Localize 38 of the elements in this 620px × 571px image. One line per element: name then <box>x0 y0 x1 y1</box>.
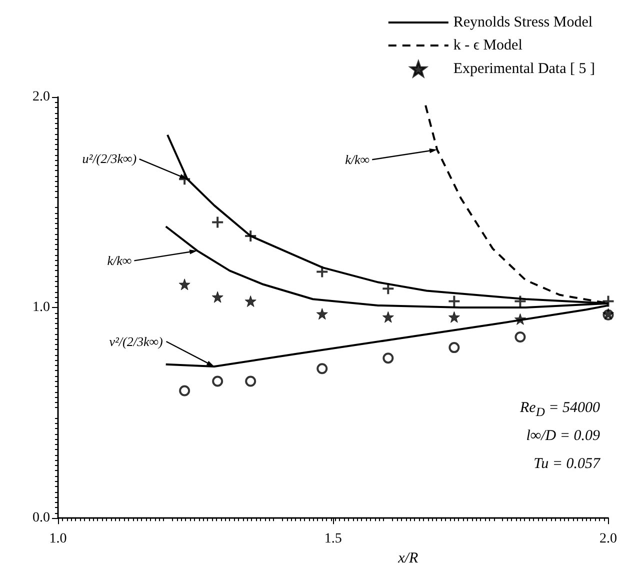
point <box>448 294 461 308</box>
point <box>245 376 256 387</box>
x-axis-title: x/R <box>397 550 418 566</box>
point <box>514 294 527 308</box>
legend-label: k - ϵ Model <box>453 38 522 54</box>
y-tick-label: 1.0 <box>32 300 50 316</box>
annotation: u²/(2/3k∞) <box>82 151 137 168</box>
x-tick-label: 2.0 <box>600 532 617 547</box>
annotation: Tu = 0.057 <box>534 456 600 473</box>
point <box>212 376 224 387</box>
annotation: Re$_{D}$ = 54000 <box>520 400 600 420</box>
annotation: k/k∞ <box>107 252 132 269</box>
point <box>178 278 190 290</box>
point <box>211 216 224 229</box>
y-tick-label: 2.0 <box>32 90 50 104</box>
annotation: k/k∞ <box>345 152 370 168</box>
x-tick-label: 1.0 <box>49 532 67 547</box>
point <box>316 363 328 374</box>
point <box>514 313 526 325</box>
point <box>382 311 394 323</box>
point <box>382 282 395 296</box>
point <box>244 295 256 307</box>
point <box>448 311 460 323</box>
legend-label: Reynolds Stress Model <box>453 14 593 30</box>
point <box>212 291 224 303</box>
point <box>514 332 526 343</box>
point <box>382 352 394 364</box>
legend-label: Experimental Data [ 5 ] <box>453 61 596 77</box>
y-tick-label: 0.0 <box>32 510 50 526</box>
point <box>179 385 190 396</box>
annotation: l∞/D = 0.09 <box>526 428 600 445</box>
point <box>244 229 258 242</box>
x-tick-label: 1.5 <box>324 532 342 547</box>
annotation: v²/(2/3k∞) <box>109 334 163 350</box>
point <box>178 172 192 186</box>
point <box>448 342 460 354</box>
point <box>316 308 328 320</box>
point <box>316 265 329 278</box>
